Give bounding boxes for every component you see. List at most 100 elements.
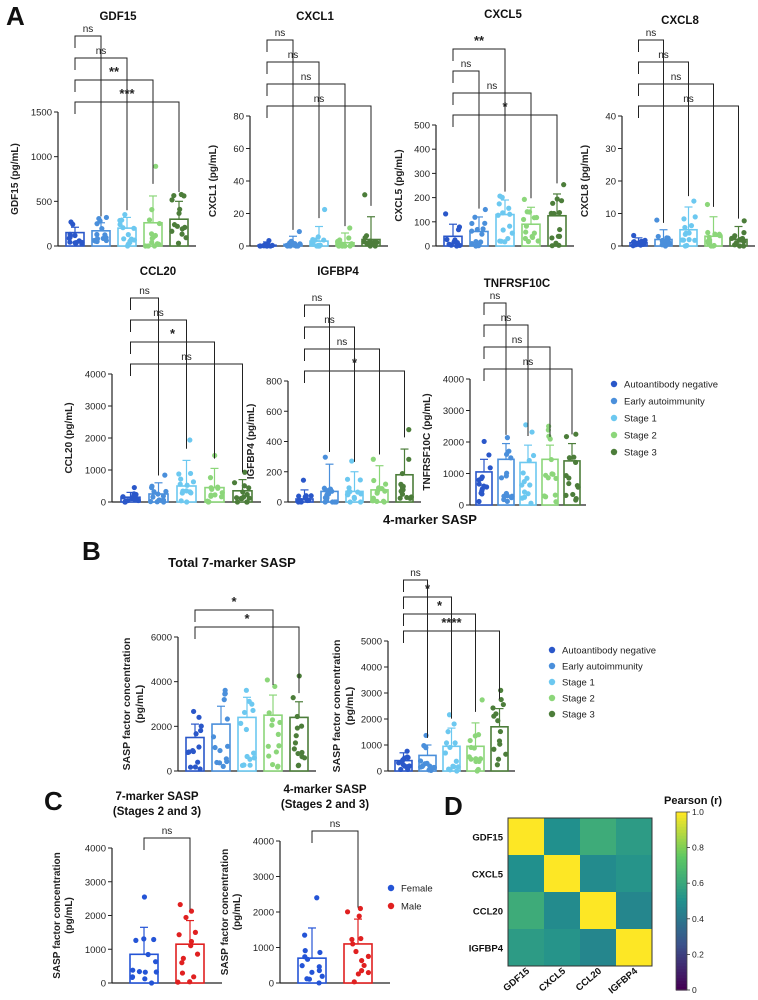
data-point — [355, 489, 361, 495]
y-tick-label: 1500 — [31, 108, 52, 119]
heatmap-cell — [580, 892, 616, 929]
data-point — [476, 498, 482, 505]
data-point — [276, 743, 282, 749]
data-point — [466, 754, 472, 760]
data-point — [417, 758, 424, 764]
significance-label: ns — [288, 50, 299, 61]
data-point — [455, 764, 461, 770]
group-legend-a: Autoantibody negative Early autoimmunity S… — [610, 380, 718, 459]
scale-segment — [676, 826, 687, 831]
group-legend-b: Autoantibody negative Early autoimmunity S… — [548, 646, 656, 721]
data-point — [682, 231, 688, 237]
scale-tick-label: 0.2 — [692, 949, 704, 959]
data-point — [302, 948, 308, 954]
scale-frame — [675, 811, 688, 991]
legend-label: Stage 2 — [562, 694, 595, 705]
scale-segment — [676, 880, 687, 884]
data-point — [491, 713, 497, 719]
scale-segment — [676, 951, 687, 955]
scale-segment — [676, 918, 687, 923]
data-point — [190, 748, 197, 755]
data-point — [67, 239, 73, 245]
data-point — [355, 971, 361, 977]
data-point — [306, 976, 313, 982]
data-point — [187, 764, 194, 770]
data-point — [335, 239, 341, 245]
data-point — [316, 967, 322, 974]
data-point — [359, 957, 365, 964]
significance-bracket — [266, 105, 372, 206]
y-tick-label: 600 — [266, 407, 282, 418]
significance-label: ns — [523, 357, 534, 368]
significance-bracket — [403, 579, 428, 738]
y-axis-label: GDF15 (pg/mL) — [10, 143, 21, 215]
data-point — [266, 710, 272, 716]
data-point — [692, 214, 698, 220]
data-point — [347, 499, 353, 505]
data-point — [246, 485, 252, 491]
data-point — [504, 498, 510, 504]
data-point — [179, 490, 185, 496]
scale-segment — [676, 812, 687, 816]
y-axis-label-units: (pg/mL) — [232, 894, 243, 931]
scale-segment — [676, 903, 687, 908]
data-point — [522, 235, 528, 242]
data-point — [350, 941, 356, 947]
y-tick-label: 0 — [269, 979, 274, 990]
data-point — [557, 226, 563, 233]
data-point — [244, 491, 250, 498]
heatmap-cell — [616, 892, 652, 929]
data-point — [563, 492, 569, 498]
significance-label: * — [352, 355, 358, 370]
scale-segment — [676, 889, 687, 893]
data-point — [148, 498, 154, 505]
scale-segment — [676, 978, 687, 982]
data-point — [495, 212, 501, 218]
y-tick-label: 0 — [167, 767, 172, 778]
data-point — [153, 163, 159, 169]
data-point — [475, 766, 481, 773]
heatmap-cell — [580, 855, 616, 892]
data-point — [469, 241, 475, 247]
data-point — [153, 969, 159, 975]
data-point — [119, 217, 125, 223]
significance-bracket — [266, 83, 346, 227]
data-point — [521, 479, 527, 485]
data-point — [209, 486, 215, 492]
data-point — [295, 499, 302, 505]
data-point — [183, 914, 189, 921]
y-tick-label: 0 — [47, 242, 52, 253]
legend-label: Early autoimmunity — [624, 397, 705, 408]
scale-segment — [676, 936, 687, 941]
data-point — [184, 499, 190, 505]
data-point — [477, 756, 484, 762]
scale-segment — [676, 877, 687, 881]
y-axis-label: SASP factor concentration — [121, 638, 133, 771]
data-point — [506, 448, 512, 454]
data-point — [686, 237, 692, 243]
legend-label: Stage 3 — [624, 448, 657, 459]
data-point — [356, 913, 362, 919]
y-tick-label: 500 — [36, 197, 52, 208]
data-point — [224, 758, 230, 765]
data-point — [332, 499, 338, 505]
significance-bracket — [304, 348, 380, 455]
scale-segment — [676, 853, 687, 858]
data-point — [131, 225, 137, 231]
data-point — [371, 477, 377, 484]
legend-marker — [548, 694, 556, 702]
significance-bracket — [194, 626, 300, 694]
significance-label: ns — [330, 819, 341, 830]
chart-title: CCL20 — [140, 266, 176, 278]
data-point — [151, 936, 157, 943]
significance-bracket — [638, 39, 664, 223]
data-point — [504, 435, 511, 441]
significance-label: **** — [441, 615, 462, 630]
significance-bracket — [638, 105, 739, 219]
data-point — [277, 719, 283, 726]
y-tick-label: 3000 — [361, 689, 382, 700]
data-point — [427, 763, 433, 769]
data-point — [266, 237, 272, 244]
data-point — [454, 768, 460, 774]
